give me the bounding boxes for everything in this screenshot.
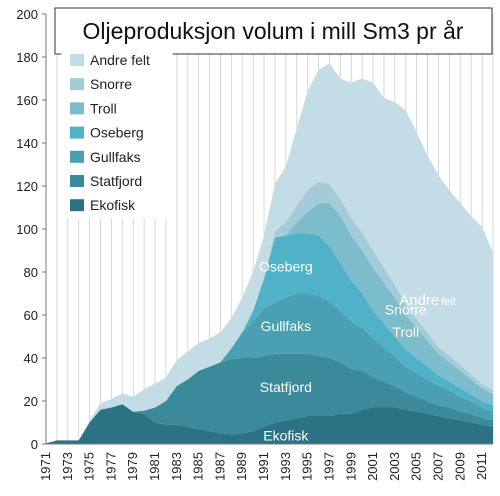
y-tick-label: 0	[31, 437, 38, 452]
x-tick-label: 1977	[103, 452, 118, 481]
y-tick-label: 120	[16, 179, 38, 194]
legend: Andre felt Snorre Troll Oseberg Gullfaks Stat…	[61, 45, 173, 219]
y-tick-label: 200	[16, 7, 38, 22]
area-label-statfjord: Statfjord	[260, 379, 312, 395]
x-tick-label: 2003	[387, 452, 402, 481]
x-tick-label: 1993	[278, 452, 293, 481]
x-tick-label: 2001	[365, 452, 380, 481]
area-troll	[46, 203, 493, 444]
y-tick-label: 140	[16, 136, 38, 151]
x-tick-label: 2007	[430, 452, 445, 481]
x-tick-label: 1991	[256, 452, 271, 481]
legend-swatch	[70, 54, 84, 66]
area-label-andre-felt: Andre felt	[399, 292, 456, 309]
y-tick-label: 180	[16, 50, 38, 65]
legend-swatch	[70, 199, 84, 212]
x-tick-label: 1981	[147, 452, 162, 481]
legend-label: Oseberg	[90, 125, 144, 141]
y-tick-label: 80	[24, 265, 38, 280]
legend-swatch	[70, 78, 84, 91]
stacked-areas	[46, 63, 493, 444]
legend-label: Statfjord	[90, 173, 142, 189]
legend-swatch	[70, 150, 84, 163]
x-tick-label: 1997	[321, 452, 336, 481]
x-tick-label: 2011	[474, 452, 489, 480]
legend-label: Snorre	[90, 76, 132, 92]
area-label-gullfaks: Gullfaks	[261, 318, 312, 334]
x-tick-label: 1975	[82, 452, 97, 481]
x-tick-label: 1983	[169, 452, 184, 481]
legend-swatch	[70, 175, 84, 187]
y-tick-label: 160	[16, 93, 38, 108]
area-statfjord	[46, 353, 493, 444]
x-tick-label: 1979	[125, 452, 140, 481]
area-label-troll: Troll	[392, 324, 419, 340]
legend-label: Ekofisk	[90, 197, 136, 213]
area-label-snorre: Snorre	[385, 302, 427, 318]
y-tick-label: 40	[24, 351, 38, 366]
y-tick-label: 100	[16, 222, 38, 237]
area-andre-felt	[46, 63, 493, 444]
x-tick-label: 1999	[343, 452, 358, 481]
x-tick-label: 1989	[234, 452, 249, 481]
area-label-oseberg: Oseberg	[259, 259, 313, 275]
axes: 0 20 40 60 80 100 120 140 160 180 200 1971 1973 1975 1…	[16, 7, 493, 481]
x-tick-label: 1971	[38, 452, 53, 481]
area-ekofisk	[46, 404, 493, 444]
legend-swatch	[70, 126, 84, 139]
x-tick-label: 1987	[212, 452, 227, 481]
area-oseberg	[46, 233, 493, 444]
area-label-ekofisk: Ekofisk	[263, 427, 309, 443]
x-tick-label: 1973	[60, 452, 75, 481]
x-tick-label: 1985	[191, 452, 206, 481]
x-tick-label: 2009	[452, 452, 467, 481]
legend-label: Andre felt	[90, 52, 150, 68]
legend-label: Gullfaks	[90, 149, 141, 165]
y-tick-label: 60	[24, 308, 38, 323]
x-tick-label: 2005	[409, 452, 424, 481]
chart-title-text: Oljeproduksjon volum i mill Sm3 pr år	[83, 18, 464, 44]
legend-label: Troll	[90, 100, 117, 116]
x-tick-label: 1995	[300, 452, 315, 481]
y-tick-label: 20	[24, 394, 38, 409]
legend-swatch	[70, 102, 84, 115]
area-gullfaks	[46, 293, 493, 444]
